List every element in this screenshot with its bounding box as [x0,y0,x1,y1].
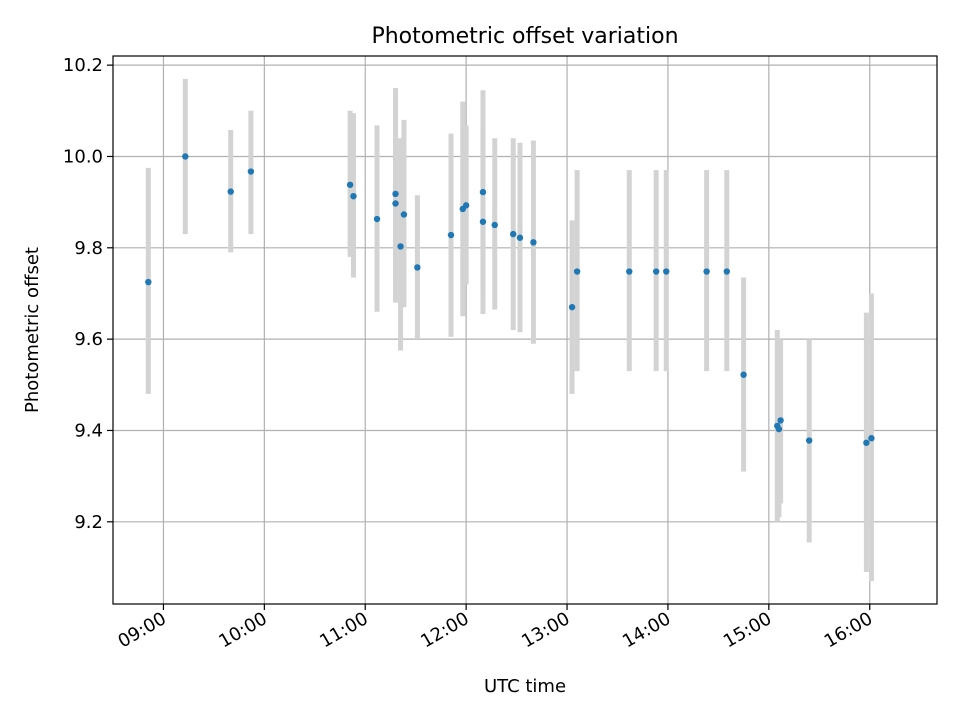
y-axis-label: Photometric offset [22,247,43,413]
y-tick-label: 10.0 [63,146,103,167]
data-point [373,215,381,223]
data-point [247,168,255,175]
y-tick-label: 9.4 [74,420,103,441]
plot-frame [112,55,938,605]
data-points [145,153,875,446]
data-point [626,268,633,275]
data-point [397,243,404,250]
data-point [805,437,813,444]
x-axis-label: UTC time [484,676,566,697]
data-point [652,268,660,275]
data-point [491,221,498,229]
data-point [777,417,784,424]
data-point [740,371,747,378]
data-point [392,200,399,207]
data-point [510,230,517,238]
data-point [392,190,399,198]
data-point [516,234,524,241]
y-tick-label: 9.6 [74,329,103,350]
data-point [346,181,354,188]
data-point [227,188,234,195]
data-point [775,425,783,433]
data-point [145,278,152,286]
data-point [414,264,421,271]
chart-title: Photometric offset variation [371,24,678,49]
data-point [400,211,408,218]
data-point [530,239,537,246]
data-point [447,231,455,239]
data-point [573,268,581,275]
data-point [479,218,487,225]
y-tick-label: 10.2 [63,55,103,76]
data-point [723,268,730,275]
data-point [182,153,189,160]
data-point [863,439,870,446]
data-point [663,268,670,275]
data-point [568,303,576,311]
data-point [703,268,710,275]
y-tick-label: 9.2 [74,512,103,533]
y-tick-label: 9.8 [74,238,103,259]
data-point [350,192,357,200]
data-point [868,435,875,442]
data-point [479,188,487,196]
data-point [462,202,470,209]
